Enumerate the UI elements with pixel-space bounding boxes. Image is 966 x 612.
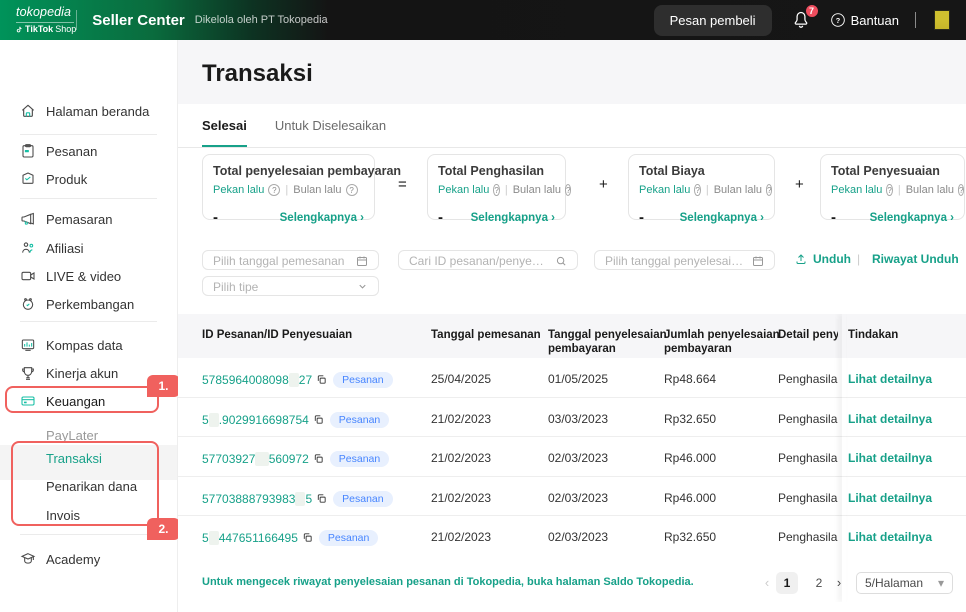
svg-text:?: ? xyxy=(835,16,840,25)
